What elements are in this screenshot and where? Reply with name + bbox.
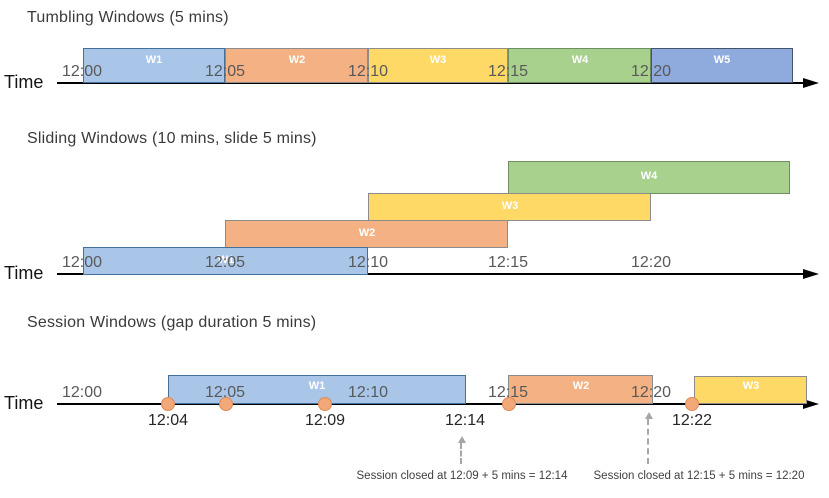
session-axis-tick-label: 12:05 [204,384,246,401]
sliding-axis-tick-label: 12:10 [347,254,389,271]
tumbling-section-title: Tumbling Windows (5 mins) [27,9,229,26]
sliding-window-label: W3 [501,200,519,212]
session-window-label: W2 [572,380,590,392]
tumbling-window-label: W1 [145,54,163,66]
sliding-window-label: W4 [640,170,658,182]
session-window-label: W3 [742,380,760,392]
tumbling-window-w3 [368,48,508,83]
sliding-axis-tick-label: 12:05 [204,254,246,271]
event-dot [685,397,699,411]
session-axis-tick-label: 12:10 [347,384,389,401]
tumbling-timeline-axis [57,82,804,84]
dashed-callout-arrow [645,412,653,419]
event-time-label: 12:22 [671,412,713,429]
sliding-axis-arrowhead-icon [803,269,819,279]
event-dot [318,397,332,411]
sliding-window-w1 [83,247,368,275]
sliding-axis-tick-label: 12:20 [630,254,672,271]
tumbling-axis-tick-label: 12:00 [61,63,103,80]
sliding-timeline-axis [57,273,804,275]
tumbling-axis-arrowhead-icon [803,78,819,88]
session-window-w2 [508,375,653,404]
tumbling-axis-tick-label: 12:15 [487,63,529,80]
event-dot [502,397,516,411]
session-axis-tick-label: 12:20 [630,384,672,401]
session-section-title: Session Windows (gap duration 5 mins) [27,314,317,331]
sliding-axis-tick-label: 12:00 [61,254,103,271]
sliding-window-w3 [368,193,651,221]
sliding-section-title: Sliding Windows (10 mins, slide 5 mins) [27,130,317,147]
session-axis-tick-label: 12:00 [61,384,103,401]
sliding-time-axis-label: Time [4,263,44,283]
session-closed-annotation: Session closed at 12:09 + 5 mins = 12:14 [356,470,568,482]
event-dot [161,397,175,411]
dashed-callout-arrow [458,436,466,443]
tumbling-window-w4 [508,48,651,83]
tumbling-axis-tick-label: 12:10 [347,63,389,80]
sliding-window-label: W1 [217,254,235,266]
tumbling-window-label: W3 [429,54,447,66]
session-closed-annotation: Session closed at 12:15 + 5 mins = 12:20 [593,470,805,482]
event-time-label: 12:04 [147,412,189,429]
tumbling-axis-tick-label: 12:20 [630,63,672,80]
sliding-window-label: W2 [358,227,376,239]
session-window-label: W1 [308,380,326,392]
session-timeline-axis [57,403,804,405]
session-window-w1 [168,375,466,404]
session-window-w3 [694,376,807,404]
tumbling-axis-tick-label: 12:05 [204,63,246,80]
tumbling-window-label: W5 [713,54,731,66]
event-dot [219,397,233,411]
tumbling-window-label: W2 [288,54,306,66]
tumbling-window-label: W4 [571,54,589,66]
session-axis-arrowhead-icon [803,399,819,409]
tumbling-time-axis-label: Time [4,72,44,92]
dashed-callout-arrow-line [647,419,649,464]
dashed-callout-arrow-line [460,443,462,464]
event-time-label: 12:09 [304,412,346,429]
tumbling-window-w5 [651,48,793,83]
tumbling-window-w2 [225,48,368,83]
sliding-axis-tick-label: 12:15 [487,254,529,271]
tumbling-window-w1 [83,48,225,83]
event-time-label: 12:14 [444,412,486,429]
session-time-axis-label: Time [4,393,44,413]
session-axis-tick-label: 12:15 [487,384,529,401]
